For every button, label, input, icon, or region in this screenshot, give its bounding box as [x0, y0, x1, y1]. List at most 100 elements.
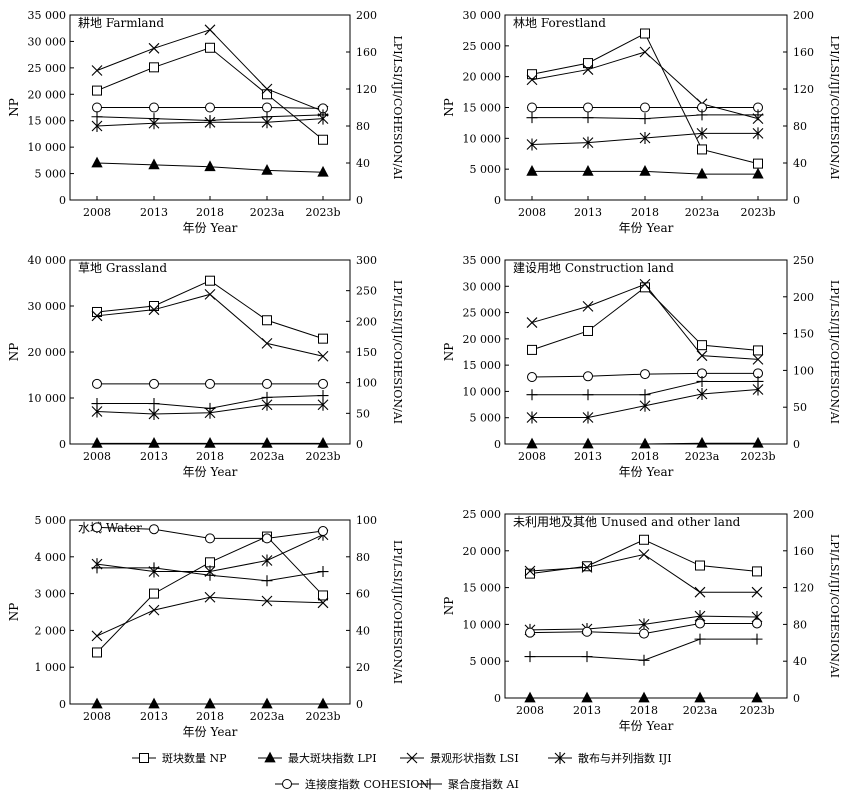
series-open-circle	[525, 618, 762, 639]
legend-label: 斑块数量 NP	[162, 752, 227, 765]
data-point-asterisk	[526, 411, 538, 424]
y-tick-label: 20 000	[28, 346, 67, 359]
y-tick-label: 35 000	[28, 9, 67, 22]
x-tick-label: 2023b	[740, 450, 775, 463]
data-point-asterisk	[696, 127, 708, 140]
data-point-plus	[696, 109, 708, 121]
y2-tick-label: 0	[793, 692, 800, 705]
data-point-open-square	[149, 588, 159, 599]
data-point-x-cross	[204, 24, 216, 36]
data-point-open-circle	[262, 102, 272, 113]
series-x-cross	[526, 278, 764, 365]
legend-label: 连接度指数 COHESION	[305, 777, 429, 791]
y2-tick-label: 40	[793, 157, 807, 170]
data-point-filled-triangle	[261, 437, 273, 448]
legend: 斑块数量 NP 最大斑块指数 LPI 景观形状指数 LSI 散布与并列指数 IJI 连接…	[132, 751, 672, 791]
data-point-open-square	[205, 275, 215, 286]
series-plus	[526, 375, 764, 401]
data-point-open-circle	[639, 628, 649, 639]
data-point-asterisk	[752, 127, 764, 140]
data-point-plus	[524, 651, 536, 663]
data-point-open-square	[695, 560, 705, 571]
x-tick-label: 2023a	[685, 450, 720, 463]
legend-item-lpi: 最大斑块指数 LPI	[258, 751, 377, 765]
y2-tick-label: 0	[356, 438, 363, 451]
legend-item-iji: 散布与并列指数 IJI	[548, 751, 672, 765]
x-tick-label: 2013	[574, 206, 602, 219]
data-point-open-circle	[149, 102, 159, 113]
y2-tick-label: 160	[793, 46, 814, 59]
x-tick-label: 2008	[518, 206, 546, 219]
y-tick-label: 30 000	[28, 300, 67, 313]
series-line	[531, 283, 759, 360]
y-tick-label: 35 000	[463, 254, 502, 267]
data-point-filled-triangle	[526, 437, 538, 449]
data-point-filled-triangle	[638, 691, 650, 703]
series-line	[96, 293, 324, 357]
y2-tick-label: 0	[356, 698, 363, 711]
y2-tick-label: 160	[793, 545, 814, 558]
x-tick-label: 2023b	[305, 450, 340, 463]
data-point-x-cross	[696, 350, 708, 362]
y-axis-label: NP	[7, 343, 21, 362]
y2-tick-label: 80	[356, 551, 370, 564]
data-point-x-cross	[582, 64, 594, 75]
data-point-filled-triangle	[752, 436, 764, 448]
data-point-x-cross	[261, 595, 273, 607]
x-tick-label: 2013	[574, 450, 602, 463]
data-point-filled-triangle	[752, 167, 764, 179]
data-point-open-square	[205, 42, 215, 53]
data-point-open-circle	[92, 522, 102, 533]
y2-tick-label: 160	[356, 46, 377, 59]
y2-tick-label: 150	[356, 346, 377, 359]
data-point-x-cross	[752, 353, 764, 365]
y-axis-label: NP	[7, 603, 21, 622]
x-tick-label: 2023a	[250, 710, 285, 723]
data-point-plus	[639, 389, 651, 401]
data-point-plus	[582, 112, 594, 124]
data-point-filled-triangle	[204, 437, 216, 448]
y-tick-label: 0	[494, 692, 501, 705]
y2-tick-label: 20	[356, 661, 370, 674]
y2-tick-label: 250	[793, 254, 814, 267]
series-open-square	[525, 534, 762, 579]
data-point-open-circle	[262, 533, 272, 544]
data-point-filled-triangle	[91, 437, 103, 448]
series-filled-triangle	[524, 691, 763, 703]
x-tick-label: 2008	[83, 450, 111, 463]
data-point-open-circle	[527, 372, 537, 383]
y-tick-label: 0	[494, 194, 501, 207]
x-tick-label: 2013	[140, 206, 168, 219]
data-point-open-square	[525, 568, 535, 579]
legend-marker-filled-triangle	[264, 751, 276, 763]
data-point-filled-triangle	[526, 164, 538, 176]
data-point-open-square	[92, 85, 102, 96]
data-point-asterisk	[526, 138, 538, 151]
y2-axis-label: LPI/LSI/IJI/COHESION/AI	[828, 534, 841, 678]
data-point-open-circle	[752, 618, 762, 629]
data-point-plus	[694, 633, 706, 645]
y-tick-label: 0	[59, 194, 66, 207]
x-tick-label: 2008	[83, 710, 111, 723]
y2-tick-label: 40	[793, 655, 807, 668]
y-tick-label: 0	[59, 438, 66, 451]
data-point-asterisk	[582, 136, 594, 149]
y2-tick-label: 200	[356, 315, 377, 328]
y2-tick-label: 80	[356, 120, 370, 133]
data-point-open-circle	[149, 378, 159, 389]
legend-label: 散布与并列指数 IJI	[578, 751, 672, 765]
y2-tick-label: 0	[793, 194, 800, 207]
data-point-asterisk	[582, 411, 594, 424]
data-point-open-square	[527, 69, 537, 80]
data-point-x-cross	[694, 586, 706, 598]
data-point-filled-triangle	[582, 437, 594, 449]
y-tick-label: 5 000	[470, 163, 502, 176]
data-point-open-square	[640, 28, 650, 39]
y-tick-label: 1 000	[35, 661, 67, 674]
data-point-open-circle	[583, 371, 593, 382]
data-point-x-cross	[639, 278, 651, 290]
chart-panel-3: 草地 Grassland 0 10 000 20 000 30 000 40 000 0 50…	[7, 254, 404, 479]
series-open-square	[92, 42, 328, 145]
series-asterisk	[526, 383, 764, 424]
